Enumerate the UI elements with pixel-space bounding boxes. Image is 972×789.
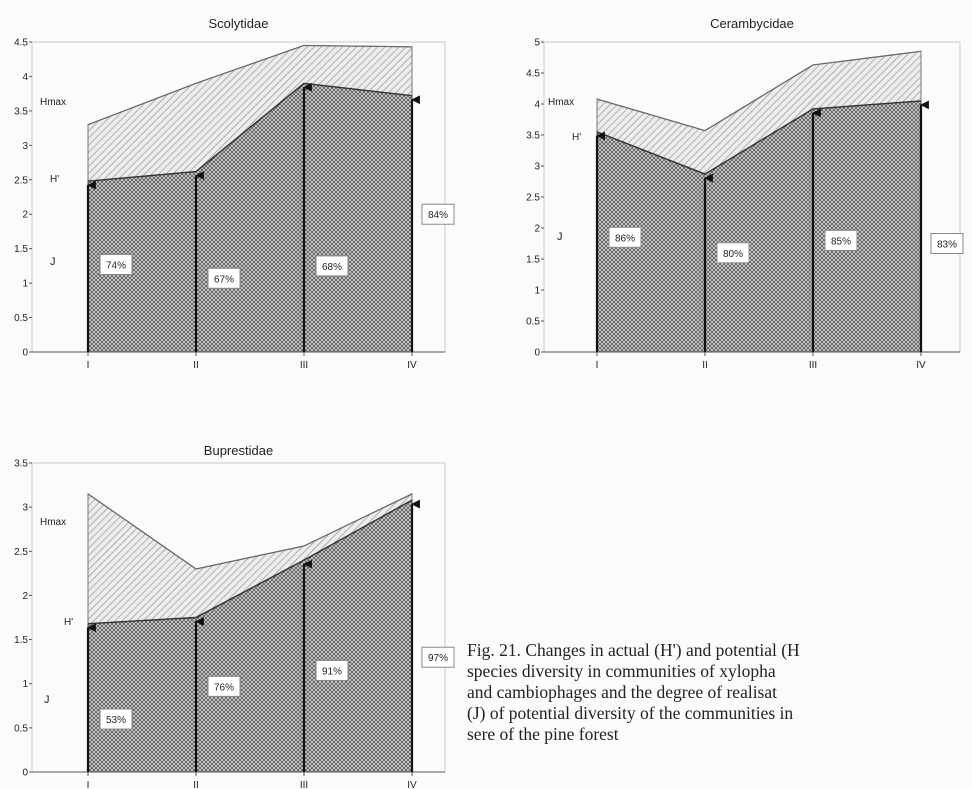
j-label: J	[50, 256, 56, 268]
caption-line: and cambiophages and the degree of reali…	[467, 682, 778, 702]
j-value-label: 91%	[322, 666, 342, 677]
j-value-box	[716, 242, 750, 264]
y-tick-label: 3	[534, 162, 540, 173]
j-value-box	[421, 646, 455, 668]
h-actual-line	[596, 100, 922, 175]
y-tick-label: 0	[534, 348, 540, 359]
hmax-label: Hmax	[40, 97, 66, 108]
y-tick-label: 2.5	[526, 193, 540, 204]
y-tick-label: 0.5	[14, 313, 28, 324]
chart-title: Buprestidae	[204, 443, 273, 458]
j-value-label: 74%	[106, 261, 126, 272]
y-tick-label: 1	[534, 286, 540, 297]
chart-title: Cerambycidae	[710, 16, 794, 31]
caption-line: Fig. 21. Changes in actual (H') and pote…	[467, 640, 800, 660]
h-actual-line	[87, 82, 413, 182]
h-actual-line	[87, 499, 413, 625]
j-value-box	[99, 708, 133, 730]
y-tick-label: 1	[22, 279, 28, 290]
j-value-label: 84%	[428, 210, 448, 221]
h-label: H'	[64, 617, 73, 628]
figure-caption: Fig. 21. Changes in actual (H') and pote…	[467, 640, 972, 745]
x-tick-label: I	[87, 360, 90, 371]
j-value-box	[608, 226, 642, 248]
y-tick-label: 1.5	[14, 244, 28, 255]
y-tick-label: 3.5	[14, 106, 28, 117]
j-value-label: 86%	[615, 233, 635, 244]
caption-line: (J) of potential diversity of the commun…	[467, 703, 794, 723]
hmax-line	[596, 50, 922, 132]
j-value-box	[930, 233, 964, 254]
y-tick-label: 1	[22, 679, 28, 690]
x-tick-label: III	[300, 360, 308, 371]
j-value-box	[99, 254, 133, 276]
x-tick-label: II	[193, 780, 199, 789]
y-tick-label: 0	[22, 768, 28, 779]
j-label: J	[44, 694, 50, 706]
y-tick-label: 0	[22, 348, 28, 359]
j-value-label: 68%	[322, 262, 342, 273]
x-tick-label: III	[300, 780, 308, 789]
hmax-label: Hmax	[40, 517, 66, 528]
y-tick-label: 4	[534, 100, 540, 111]
hmax-line	[87, 44, 413, 126]
h-label: H'	[50, 174, 59, 185]
caption-line: sere of the pine forest	[467, 724, 619, 744]
y-tick-label: 2	[22, 210, 28, 221]
y-tick-label: 4.5	[14, 38, 28, 49]
x-tick-label: IV	[916, 360, 926, 371]
j-value-label: 97%	[428, 653, 448, 664]
chart-title: Scolytidae	[209, 16, 269, 31]
x-tick-label: I	[87, 780, 90, 789]
j-value-box	[207, 675, 241, 697]
hmax-line	[87, 493, 413, 570]
y-tick-label: 3	[22, 141, 28, 152]
j-value-label: 67%	[214, 274, 234, 285]
hmax-label: Hmax	[548, 97, 574, 108]
j-label: J	[557, 231, 563, 243]
x-tick-label: I	[596, 360, 599, 371]
caption-line: species diversity in communities of xylo…	[467, 661, 776, 681]
y-tick-label: 1.5	[526, 255, 540, 266]
y-tick-label: 0.5	[14, 723, 28, 734]
x-tick-label: IV	[407, 360, 417, 371]
j-value-label: 83%	[937, 240, 957, 251]
j-value-box	[315, 659, 349, 681]
y-tick-label: 3.5	[526, 131, 540, 142]
j-value-box	[421, 203, 455, 225]
x-tick-label: II	[193, 360, 199, 371]
y-tick-label: 3.5	[14, 459, 28, 470]
y-tick-label: 1.5	[14, 635, 28, 646]
j-value-box	[824, 229, 858, 251]
h-label: H'	[572, 132, 581, 143]
j-value-label: 53%	[106, 715, 126, 726]
y-tick-label: 2	[22, 591, 28, 602]
x-tick-label: IV	[407, 780, 417, 789]
j-value-box	[207, 267, 241, 289]
j-value-label: 85%	[831, 236, 851, 247]
j-value-box	[315, 255, 349, 277]
y-tick-label: 2.5	[14, 175, 28, 186]
y-tick-label: 5	[534, 38, 540, 49]
y-tick-label: 3	[22, 503, 28, 514]
y-tick-label: 2.5	[14, 547, 28, 558]
y-tick-label: 0.5	[526, 317, 540, 328]
y-tick-label: 4	[22, 72, 28, 83]
j-value-label: 80%	[723, 249, 743, 260]
x-tick-label: II	[702, 360, 708, 371]
j-value-label: 76%	[214, 682, 234, 693]
x-tick-label: III	[809, 360, 817, 371]
y-tick-label: 4.5	[526, 69, 540, 80]
y-tick-label: 2	[534, 224, 540, 235]
